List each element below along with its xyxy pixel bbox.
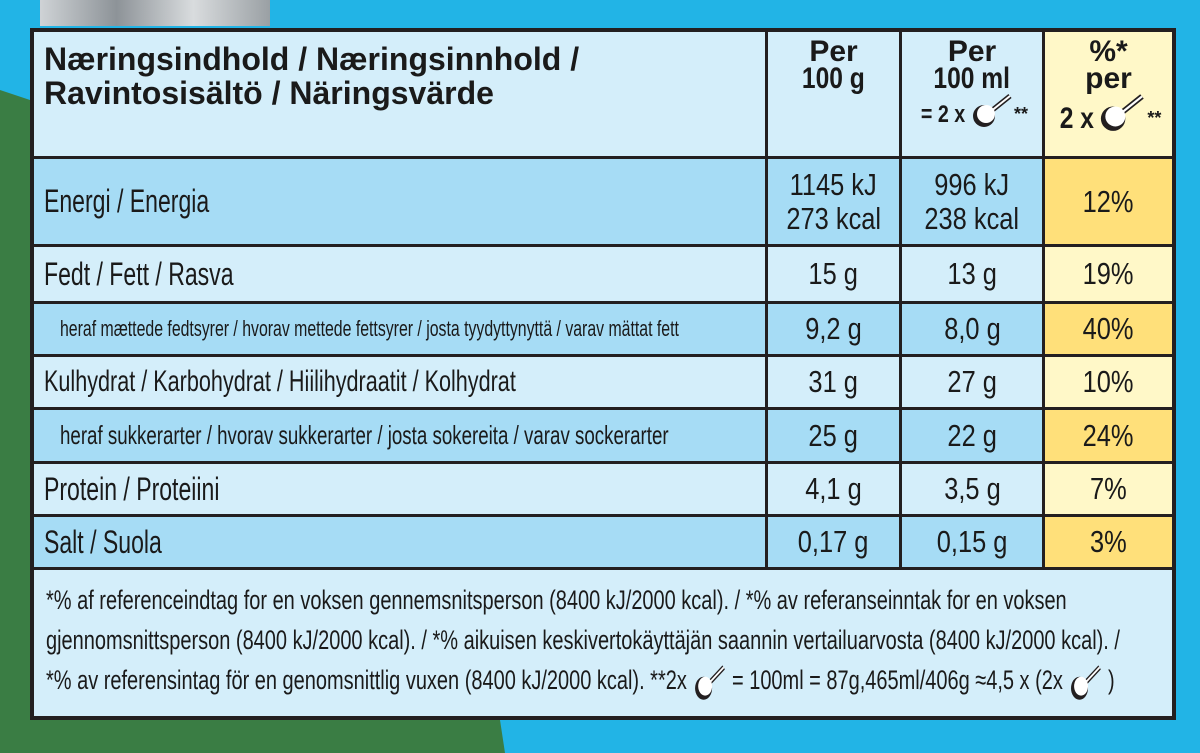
nutrition-table: Næringsindhold / Næringsinnhold / Ravint… [30,28,1176,720]
header-text: 2 x [1059,102,1094,135]
row-label-salt: Salt / Suola [34,517,768,570]
cell-100g: 31 g [768,357,902,410]
footnote-line: gjennomsnittsperson (8400 kJ/2000 kcal).… [46,625,1120,655]
cell-pct: 7% [1045,464,1172,517]
value: 3% [1090,524,1127,559]
value: 9,2 g [805,311,862,346]
label-text: heraf sukkerarter / hvorav sukkerarter /… [60,420,669,450]
cell-pct: 12% [1045,159,1172,247]
row-label-sugars: heraf sukkerarter / hvorav sukkerarter /… [34,410,768,464]
cell-100ml: 0,15 g [902,517,1045,570]
value: 4,1 g [805,471,862,506]
header-text: Per [809,35,858,68]
value: 24% [1083,417,1134,453]
header-text: = 2 x [920,101,966,128]
footnote-line: *% af referenceindtag for en voksen genn… [46,585,1067,615]
footnote-text: = 100ml = 87g,465ml/406g ≈4,5 x (2x [731,665,1063,695]
title-line: Ravintosisältö / Näringsvärde [44,75,494,111]
value: 0,15 g [936,524,1008,559]
header-text: Per [947,35,997,68]
table-title: Næringsindhold / Næringsinnhold / Ravint… [34,32,768,159]
value: 40% [1083,311,1134,346]
cell-100g: 4,1 g [768,464,902,517]
product-photo-fragment [40,0,270,26]
value: 31 g [808,364,859,399]
label-text: Salt / Suola [44,523,162,560]
col-header-100ml: Per 100 ml = 2 x ** [902,32,1045,159]
header-text: ** [1147,108,1162,128]
row-label-saturates: heraf mættede fedtsyrer / hvorav mettede… [34,304,768,357]
header-text: 100 ml [933,62,1011,95]
row-label-protein: Protein / Proteiini [34,464,768,517]
value: 19% [1083,256,1134,291]
footnote-text: *% av referensintag för en genomsnittlig… [46,665,687,695]
value: 25 g [808,417,859,453]
scoop-icon [973,94,1012,127]
col-header-pct: %* per 2 x ** [1045,32,1172,159]
row-label-energy: Energi / Energia [34,159,768,247]
value: 1145 kJ [789,166,878,202]
label-text: heraf mættede fedtsyrer / hvorav mettede… [60,316,679,341]
cell-pct: 40% [1045,304,1172,357]
value: 0,17 g [798,524,869,559]
scoop-icon [1070,665,1101,700]
scoop-icon [1101,94,1145,131]
header-text: 100 g [802,62,865,95]
label-text: Energi / Energia [44,183,210,219]
value: 13 g [947,256,997,291]
value: 10% [1083,364,1134,399]
cell-100ml: 996 kJ 238 kcal [902,159,1045,247]
footnote-line: *% av referensintag för en genomsnittlig… [46,660,1156,701]
header-text: %* [1089,35,1128,68]
value: 3,5 g [943,471,1001,506]
value: 238 kcal [924,200,1020,236]
value: 8,0 g [943,311,1001,346]
value: 996 kJ [934,166,1010,202]
cell-pct: 3% [1045,517,1172,570]
cell-100ml: 8,0 g [902,304,1045,357]
cell-100ml: 22 g [902,410,1045,464]
value: 7% [1090,471,1127,506]
value: 27 g [947,364,997,399]
label-text: Protein / Proteiini [44,470,220,507]
cell-100g: 9,2 g [768,304,902,357]
cell-100g: 0,17 g [768,517,902,570]
cell-pct: 24% [1045,410,1172,464]
cell-100g: 15 g [768,247,902,304]
cell-100g: 1145 kJ 273 kcal [768,159,902,247]
col-header-100g: Per 100 g [768,32,902,159]
title-line: Næringsindhold / Næringsinnhold / [44,41,580,77]
scoop-icon [694,665,725,700]
cell-pct: 10% [1045,357,1172,410]
row-label-fat: Fedt / Fett / Rasva [34,247,768,304]
row-label-carbohydrate: Kulhydrat / Karbohydrat / Hiilihydraatit… [34,357,768,410]
header-text: ** [1014,104,1029,124]
cell-pct: 19% [1045,247,1172,304]
cell-100ml: 13 g [902,247,1045,304]
cell-100ml: 27 g [902,357,1045,410]
footnote: *% af referenceindtag for en voksen genn… [34,570,1172,716]
label-text: Fedt / Fett / Rasva [44,255,234,292]
value: 12% [1083,183,1134,219]
value: 273 kcal [786,200,881,236]
value: 15 g [808,256,859,291]
label-text: Kulhydrat / Karbohydrat / Hiilihydraatit… [44,365,516,398]
footnote-text: ) [1108,665,1115,695]
value: 22 g [947,417,997,453]
cell-100g: 25 g [768,410,902,464]
header-text: per [1085,62,1132,95]
cell-100ml: 3,5 g [902,464,1045,517]
